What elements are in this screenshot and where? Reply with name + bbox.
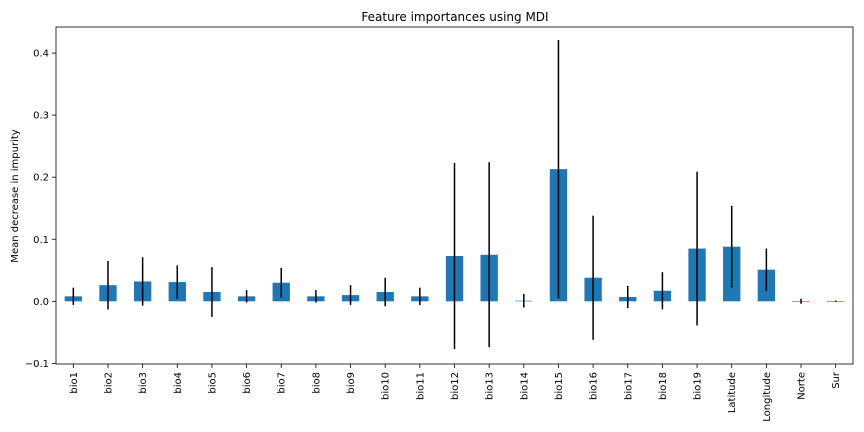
x-tick-label-bio19: bio19 <box>693 372 704 400</box>
y-axis-label: Mean decrease in impurity <box>10 129 21 262</box>
y-tick-label: 0.3 <box>33 111 49 122</box>
x-tick-label-bio2: bio2 <box>103 372 114 394</box>
x-tick-label-bio10: bio10 <box>381 372 392 400</box>
x-tick-label-bio12: bio12 <box>450 372 461 400</box>
x-tick-label-bio18: bio18 <box>658 372 669 400</box>
x-tick-label-bio15: bio15 <box>554 372 565 400</box>
x-tick-label-bio5: bio5 <box>207 372 218 394</box>
y-tick-label: −0.1 <box>25 359 49 370</box>
x-tick-label-bio17: bio17 <box>623 372 634 400</box>
x-tick-label-Latitude: Latitude <box>727 372 738 413</box>
y-tick-label: 0.1 <box>33 235 49 246</box>
x-tick-label-bio11: bio11 <box>415 372 426 400</box>
x-tick-label-bio7: bio7 <box>277 372 288 394</box>
x-tick-label-bio16: bio16 <box>589 372 600 400</box>
y-tick-label: 0.0 <box>33 297 49 308</box>
x-tick-label-bio1: bio1 <box>69 372 80 394</box>
plot-area: −0.1 0.0 0.1 0.2 0.3 0.4 bio1 bio2 bio3 bio4 bio5 b… <box>25 26 854 422</box>
x-tick-label-Norte: Norte <box>797 372 808 400</box>
x-tick-label-bio4: bio4 <box>173 372 184 394</box>
x-tick-label-bio9: bio9 <box>346 372 357 394</box>
x-tick-label-bio14: bio14 <box>519 372 530 400</box>
x-tick-label-Sur: Sur <box>831 371 842 389</box>
x-tick-label-bio3: bio3 <box>138 372 149 394</box>
x-tick-label-bio8: bio8 <box>311 372 322 394</box>
y-tick-label: 0.2 <box>33 173 49 184</box>
y-tick-label: 0.4 <box>33 49 49 60</box>
x-tick-label-bio13: bio13 <box>485 372 496 400</box>
chart-title: Feature importances using MDI <box>361 10 548 24</box>
x-tick-label-Longitude: Longitude <box>762 372 773 422</box>
x-tick-label-bio6: bio6 <box>242 372 253 394</box>
